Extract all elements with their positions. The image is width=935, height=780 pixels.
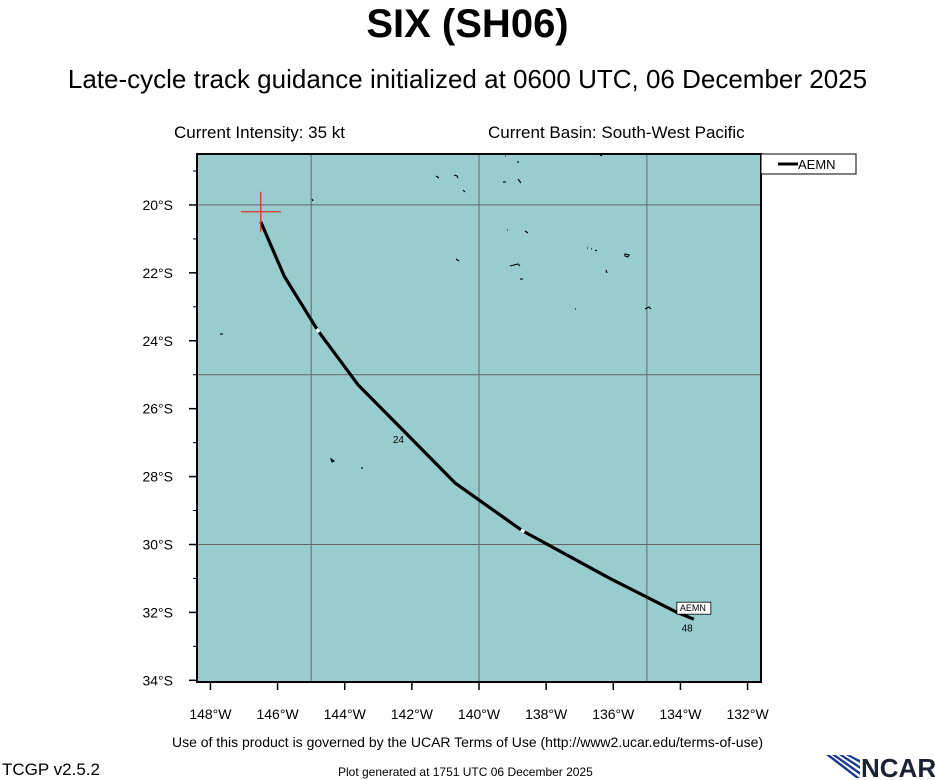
longitude-axis: 148°W 146°W 144°W 142°W 140°W 138°W 136°W 134°W… (189, 682, 769, 722)
forecast-hour-labels: 24 48 (393, 435, 693, 634)
islands (220, 154, 652, 469)
lon-tick-label: 136°W (592, 706, 635, 722)
track-interval-mark (520, 528, 526, 534)
current-basin: Current Basin: South-West Pacific (488, 123, 745, 142)
island (311, 198, 314, 202)
ncar-logo-stripes (826, 755, 860, 778)
lat-tick-label: 32°S (142, 604, 173, 620)
island (624, 253, 630, 258)
generated-timestamp: Plot generated at 1751 UTC 06 December 2… (338, 765, 593, 779)
lon-tick-label: 132°W (726, 706, 769, 722)
current-position-marker (240, 191, 281, 232)
lat-tick-label: 26°S (142, 401, 173, 417)
island (644, 306, 652, 310)
track-interval-mark (315, 328, 321, 334)
island (435, 175, 440, 179)
island (455, 258, 460, 262)
forecast-hour-label: 24 (393, 435, 405, 446)
lon-tick-label: 144°W (324, 706, 367, 722)
gridlines (197, 154, 761, 682)
ncar-logo: NCAR (826, 753, 935, 780)
lon-tick-label: 146°W (256, 706, 299, 722)
lat-tick-label: 30°S (142, 536, 173, 552)
island (524, 230, 529, 234)
island (599, 154, 603, 157)
lon-tick-label: 138°W (525, 706, 568, 722)
track-end-label-text: AEMN (680, 603, 706, 613)
lon-tick-label: 148°W (189, 706, 232, 722)
ncar-logo-text: NCAR (861, 753, 935, 780)
lat-tick-label: 20°S (142, 197, 173, 213)
island (517, 178, 522, 184)
island (605, 269, 608, 274)
version-label: TCGP v2.5.2 (2, 760, 100, 779)
lat-tick-label: 28°S (142, 469, 173, 485)
lon-tick-label: 134°W (659, 706, 702, 722)
island (453, 174, 459, 179)
current-intensity: Current Intensity: 35 kt (174, 123, 346, 142)
lat-tick-label: 24°S (142, 333, 173, 349)
lat-tick-label: 22°S (142, 265, 173, 281)
map-title: SIX (SH06) (366, 2, 569, 46)
track-interval-marks (315, 328, 526, 534)
track-end-label-box (676, 601, 712, 615)
island (462, 189, 466, 193)
track-line-aemn (259, 221, 695, 621)
lat-tick-label: 34°S (142, 672, 173, 688)
lon-tick-label: 142°W (391, 706, 434, 722)
lon-tick-label: 140°W (458, 706, 501, 722)
legend: AEMN (760, 153, 857, 175)
forecast-hour-label: 48 (682, 624, 694, 635)
latitude-axis: 20°S 22°S 24°S 26°S 28°S 30°S 32°S 34°S (142, 170, 197, 688)
track-end-label: AEMN (676, 601, 712, 615)
terms-of-use: Use of this product is governed by the U… (171, 734, 764, 750)
island (587, 247, 598, 252)
legend-label-aemn: AEMN (798, 157, 836, 172)
island (509, 263, 521, 267)
map-subtitle: Late-cycle track guidance initialized at… (67, 64, 868, 94)
legend-box (760, 153, 857, 175)
island (329, 457, 336, 463)
